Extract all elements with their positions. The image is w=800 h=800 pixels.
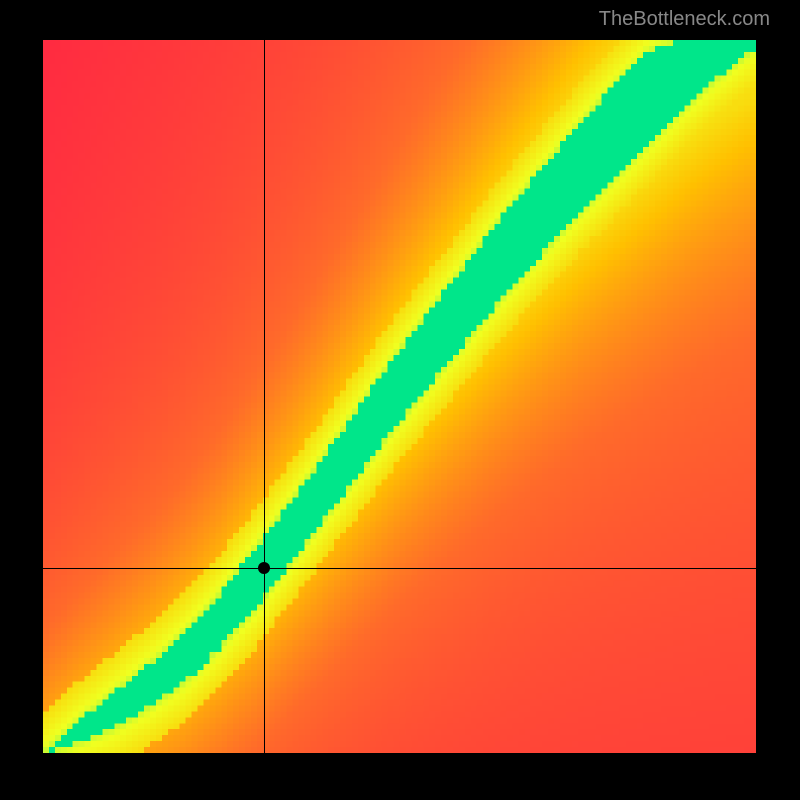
heatmap-plot (43, 40, 756, 753)
crosshair-horizontal-line (43, 568, 756, 569)
watermark-text: TheBottleneck.com (599, 8, 770, 31)
heatmap-canvas (43, 40, 756, 753)
crosshair-marker (258, 562, 270, 574)
crosshair-vertical-line (264, 40, 265, 753)
